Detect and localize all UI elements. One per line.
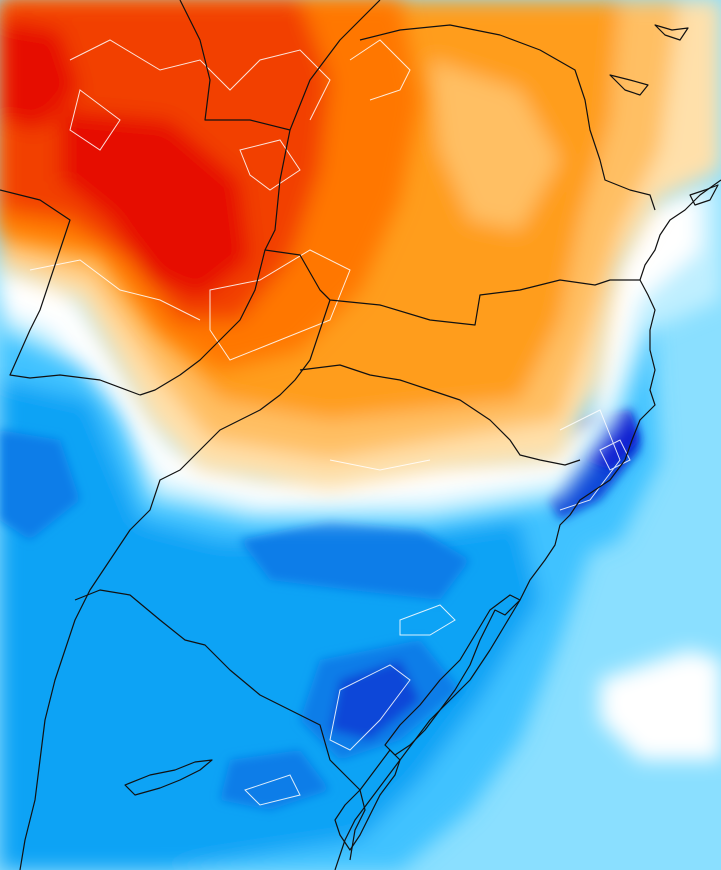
border-west (0, 189, 141, 396)
coastline (334, 179, 721, 870)
border-southwest (74, 589, 366, 861)
bay-top-right (654, 24, 689, 41)
hot-field (0, 0, 420, 370)
border-state-south (19, 289, 331, 870)
lake-west (124, 759, 213, 796)
border-north-1 (139, 0, 291, 396)
lagoon-south (334, 749, 401, 851)
contour-lines (29, 39, 631, 806)
border-north-2 (289, 0, 381, 131)
border-river (299, 364, 581, 466)
island-coast (689, 184, 719, 206)
border-state-top (359, 24, 656, 211)
bay-right-coast (609, 74, 649, 96)
